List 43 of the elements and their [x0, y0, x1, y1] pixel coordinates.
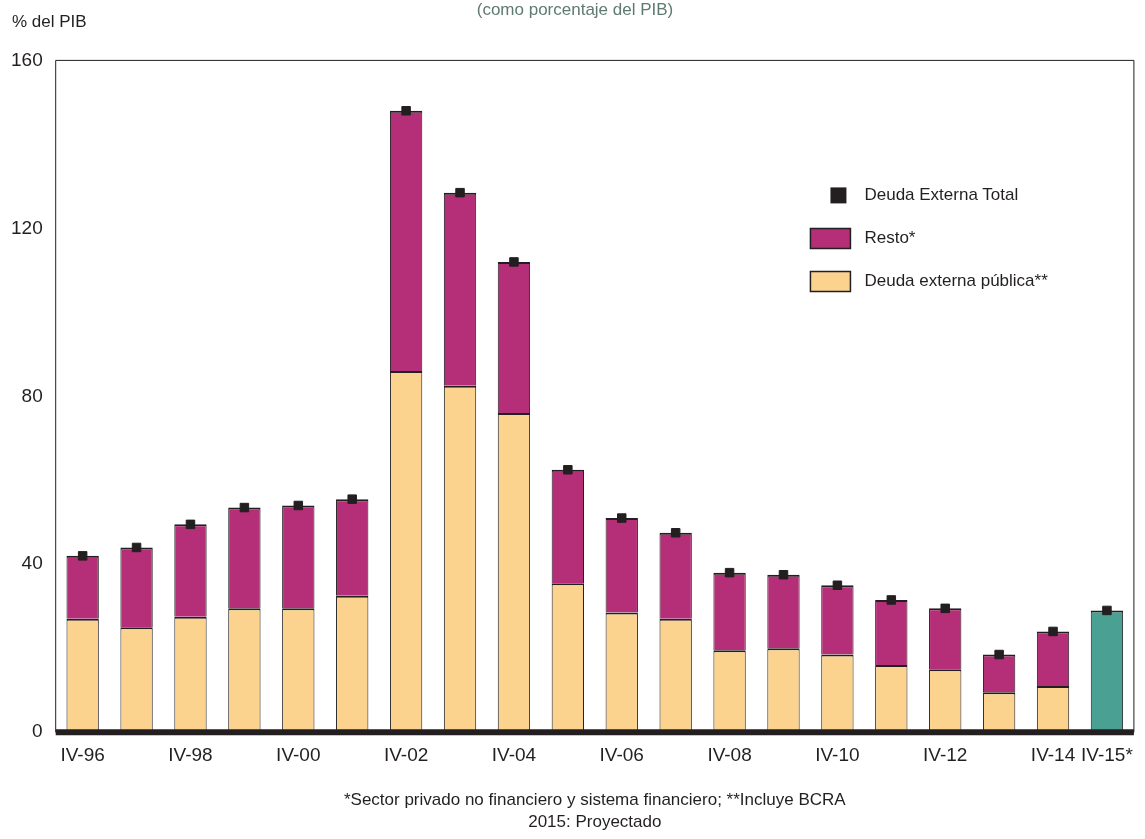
y-tick-label: 120 [11, 216, 43, 238]
y-axis-title: % del PIB [12, 12, 87, 32]
x-tick-label: IV-98 [168, 743, 213, 765]
text: *Sector privado no financiero y sistema financiero; **Incluye BCRA [343, 790, 847, 810]
x-tick-label: IV-15* [1081, 743, 1134, 765]
text: 2015: Proyectado [528, 812, 662, 832]
point [832, 580, 843, 590]
x-tick-label: IV-00 [276, 743, 321, 765]
point [670, 528, 681, 538]
x-tick-label: IV-04 [491, 743, 537, 765]
point [1048, 626, 1058, 637]
y-tick-label: 160 [11, 48, 43, 70]
point [347, 494, 357, 504]
point [239, 502, 250, 513]
chart-title: (como porcentaje del PIB) [476, 0, 674, 19]
legend-label: Deuda Externa Total [864, 185, 1019, 205]
point [940, 603, 950, 614]
point [77, 551, 88, 561]
x-tick-label: IV-12 [923, 743, 968, 765]
x-tick-label: IV-02 [383, 743, 429, 765]
point [994, 649, 1004, 660]
point [886, 595, 897, 605]
y-tick-label: 40 [21, 552, 43, 574]
x-tick-label: IV-96 [60, 743, 105, 765]
point [131, 542, 142, 553]
x-tick-label: IV-06 [599, 743, 644, 765]
point [778, 570, 789, 580]
x-tick-label: IV-08 [707, 743, 752, 765]
y-tick-label: 80 [21, 384, 43, 406]
point [455, 187, 465, 198]
point [724, 567, 735, 578]
legend-label: Resto* [864, 228, 916, 248]
point [509, 257, 519, 267]
point [185, 519, 196, 530]
x-tick-label: IV-10 [815, 743, 860, 765]
y-tick-label: 0 [32, 720, 43, 742]
point [401, 106, 411, 116]
point [617, 513, 627, 523]
point [1102, 605, 1112, 616]
x-tick-label: IV-14 [1030, 743, 1076, 765]
point [293, 500, 304, 511]
legend-label: Deuda externa pública** [864, 271, 1049, 291]
point [563, 465, 573, 475]
